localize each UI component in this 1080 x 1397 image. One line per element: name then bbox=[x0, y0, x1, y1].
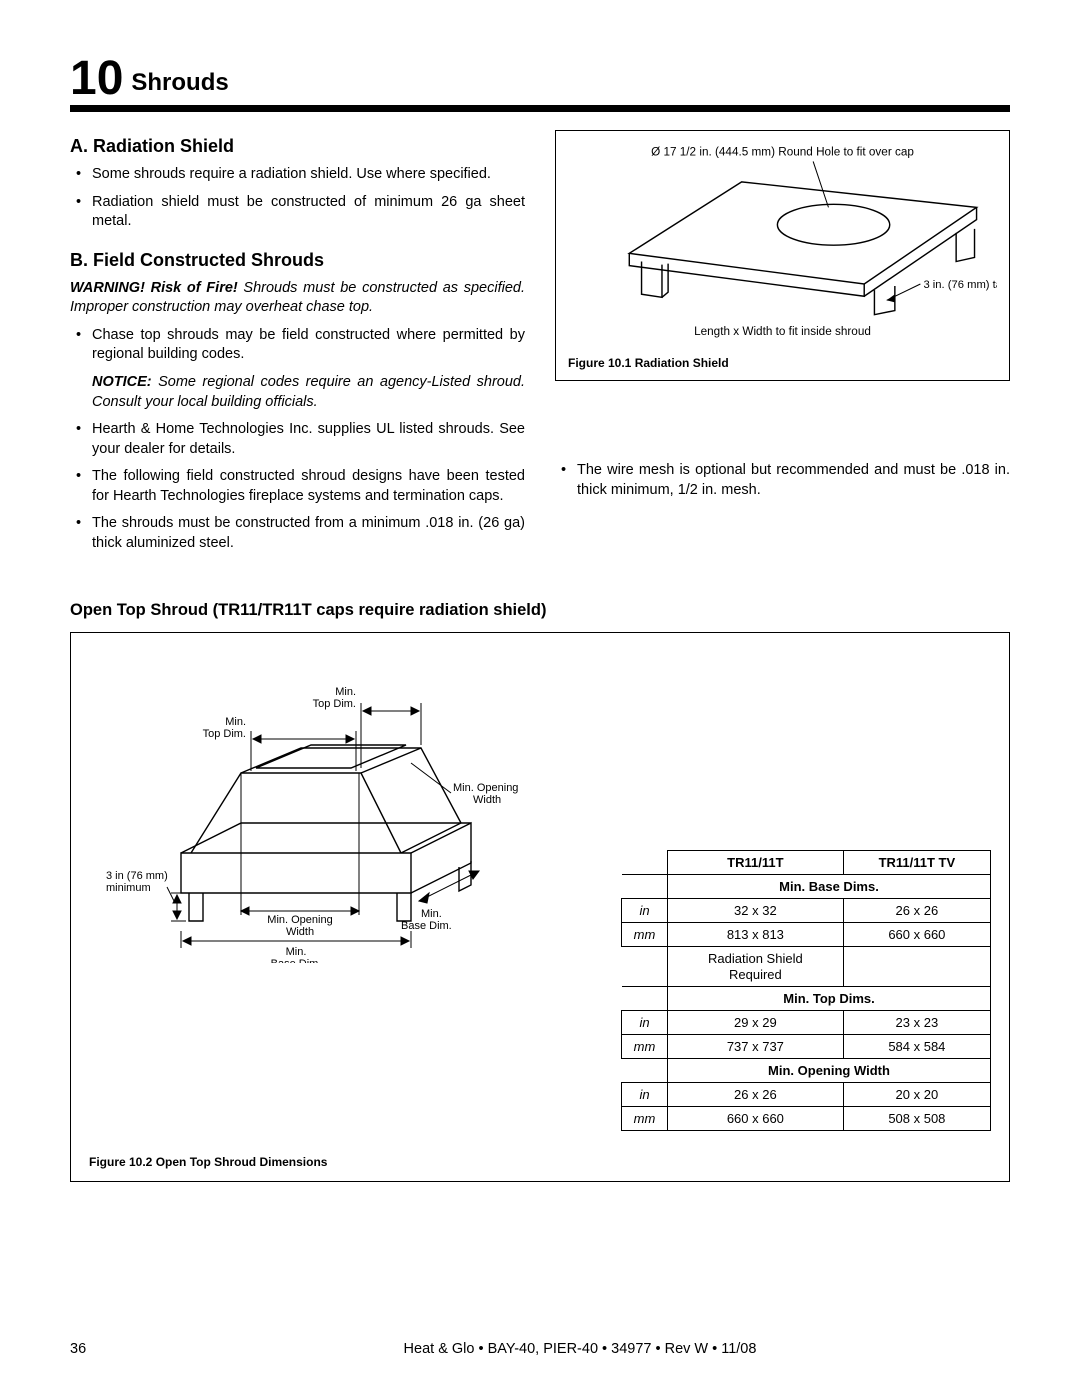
table-cell bbox=[843, 947, 990, 987]
right-column: Ø 17 1/2 in. (444.5 mm) Round Hole to fi… bbox=[555, 130, 1010, 561]
page-footer: 36 Heat & Glo • BAY-40, PIER-40 • 34977 … bbox=[70, 1341, 1010, 1357]
svg-text:Top Dim.: Top Dim. bbox=[203, 728, 246, 740]
left-column: A. Radiation Shield Some shrouds require… bbox=[70, 130, 525, 561]
table-cell: Radiation ShieldRequired bbox=[668, 947, 844, 987]
section-b-heading: B. Field Constructed Shrouds bbox=[70, 250, 525, 271]
section-a-heading: A. Radiation Shield bbox=[70, 136, 525, 157]
footer-text: Heat & Glo • BAY-40, PIER-40 • 34977 • R… bbox=[150, 1341, 1010, 1357]
table-cell: 32 x 32 bbox=[668, 899, 844, 923]
notice-bold: NOTICE: bbox=[92, 374, 152, 390]
section-b-bullets-2: Hearth & Home Technologies Inc. supplies… bbox=[70, 420, 525, 553]
bullet-text: The shrouds must be constructed from a m… bbox=[92, 514, 525, 553]
figure-10-1-caption: Figure 10.1 Radiation Shield bbox=[568, 356, 997, 370]
svg-text:Base Dim.: Base Dim. bbox=[271, 958, 322, 963]
table-unit: mm bbox=[622, 1107, 668, 1131]
svg-text:Min.: Min. bbox=[225, 716, 246, 728]
fig1-bottom-label: Length x Width to fit inside shroud bbox=[694, 325, 871, 338]
svg-text:minimum: minimum bbox=[106, 882, 151, 894]
warning-paragraph: WARNING! Risk of Fire! Shrouds must be c… bbox=[70, 279, 525, 318]
dimensions-table: TR11/11T TR11/11T TV Min. Base Dims. in3… bbox=[621, 850, 991, 1131]
chapter-number: 10 bbox=[70, 55, 123, 103]
fig1-hole-label: Ø 17 1/2 in. (444.5 mm) Round Hole to fi… bbox=[651, 145, 914, 158]
figure-10-1: Ø 17 1/2 in. (444.5 mm) Round Hole to fi… bbox=[555, 130, 1010, 381]
table-cell: 508 x 508 bbox=[843, 1107, 990, 1131]
open-top-shroud-heading: Open Top Shroud (TR11/TR11T caps require… bbox=[70, 601, 1010, 620]
notice-rest: Some regional codes require an agency-Li… bbox=[92, 374, 525, 410]
table-cell: 584 x 584 bbox=[843, 1035, 990, 1059]
chapter-title: Shrouds bbox=[131, 69, 228, 103]
svg-text:Min. Opening: Min. Opening bbox=[267, 914, 332, 926]
fig1-leg-label: 3 in. (76 mm) tall legs bbox=[923, 279, 997, 291]
svg-text:Width: Width bbox=[286, 926, 314, 938]
chapter-header: 10 Shrouds bbox=[70, 55, 1010, 112]
table-section: Min. Opening Width bbox=[668, 1059, 991, 1083]
table-unit: in bbox=[622, 1011, 668, 1035]
table-unit: mm bbox=[622, 1035, 668, 1059]
table-col-header: TR11/11T TV bbox=[843, 851, 990, 875]
table-col-header: TR11/11T bbox=[668, 851, 844, 875]
table-cell: 813 x 813 bbox=[668, 923, 844, 947]
svg-text:Top Dim.: Top Dim. bbox=[313, 698, 356, 710]
svg-text:Min.: Min. bbox=[335, 686, 356, 698]
svg-text:Min.: Min. bbox=[286, 946, 307, 958]
table-unit: in bbox=[622, 899, 668, 923]
warning-bold: WARNING! Risk of Fire! bbox=[70, 280, 238, 296]
table-section: Min. Base Dims. bbox=[668, 875, 991, 899]
table-cell: 660 x 660 bbox=[668, 1107, 844, 1131]
right-bullets: The wire mesh is optional but recommende… bbox=[555, 461, 1010, 500]
bullet-text: The wire mesh is optional but recommende… bbox=[577, 461, 1010, 500]
table-cell: 23 x 23 bbox=[843, 1011, 990, 1035]
upper-columns: A. Radiation Shield Some shrouds require… bbox=[70, 130, 1010, 561]
svg-text:Min. Opening: Min. Opening bbox=[453, 782, 518, 794]
open-top-shroud-diagram: Min. Top Dim. Min. Top Dim. Min. Opening… bbox=[101, 663, 541, 963]
svg-text:Min.: Min. bbox=[421, 908, 442, 920]
table-cell: 26 x 26 bbox=[843, 899, 990, 923]
table-cell: 20 x 20 bbox=[843, 1083, 990, 1107]
table-cell: 660 x 660 bbox=[843, 923, 990, 947]
notice-paragraph: NOTICE: Some regional codes require an a… bbox=[92, 373, 525, 412]
section-a-bullets: Some shrouds require a radiation shield.… bbox=[70, 165, 525, 232]
table-cell: 29 x 29 bbox=[668, 1011, 844, 1035]
page-number: 36 bbox=[70, 1341, 150, 1357]
figure-10-2-caption: Figure 10.2 Open Top Shroud Dimensions bbox=[89, 1155, 327, 1169]
radiation-shield-diagram: Ø 17 1/2 in. (444.5 mm) Round Hole to fi… bbox=[568, 141, 997, 345]
figure-10-2: Min. Top Dim. Min. Top Dim. Min. Opening… bbox=[70, 632, 1010, 1182]
svg-text:Width: Width bbox=[473, 794, 501, 806]
table-cell: 26 x 26 bbox=[668, 1083, 844, 1107]
bullet-text: The following ﬁeld constructed shroud de… bbox=[92, 467, 525, 506]
section-b-bullets-1: Chase top shrouds may be ﬁeld constructe… bbox=[70, 326, 525, 365]
svg-text:Base Dim.: Base Dim. bbox=[401, 920, 452, 932]
svg-text:3 in (76 mm): 3 in (76 mm) bbox=[106, 870, 168, 882]
bullet-text: Some shrouds require a radiation shield.… bbox=[92, 165, 525, 185]
table-section: Min. Top Dims. bbox=[668, 987, 991, 1011]
table-unit: mm bbox=[622, 923, 668, 947]
table-unit: in bbox=[622, 1083, 668, 1107]
bullet-text: Chase top shrouds may be ﬁeld constructe… bbox=[92, 326, 525, 365]
bullet-text: Hearth & Home Technologies Inc. supplies… bbox=[92, 420, 525, 459]
bullet-text: Radiation shield must be constructed of … bbox=[92, 193, 525, 232]
table-cell: 737 x 737 bbox=[668, 1035, 844, 1059]
